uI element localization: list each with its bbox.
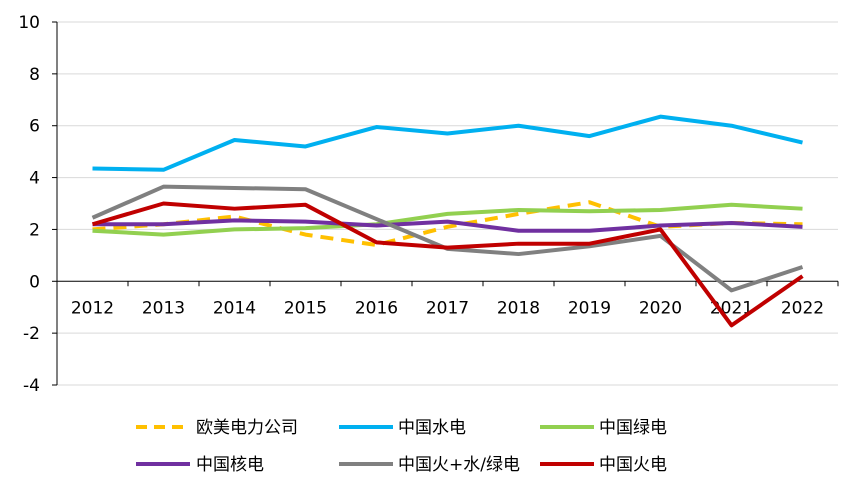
- series-line-3: [92, 202, 803, 237]
- x-tick-label: 2018: [497, 298, 540, 318]
- x-tick-label: 2019: [568, 298, 611, 318]
- legend-label-3: 中国绿电: [599, 418, 667, 438]
- legend-label-1: 欧美电力公司: [196, 418, 298, 438]
- x-tick-label: 2015: [284, 298, 327, 318]
- watermark-text: 雪球：清风入海: [668, 455, 787, 475]
- legend-label-6: 中国火电: [599, 455, 667, 475]
- x-tick-label: 2014: [213, 298, 256, 318]
- series-line-6: [91, 201, 804, 328]
- y-tick-labels: -4 -2 0 2 4 6 8 10: [18, 13, 40, 396]
- y-tick-label: 0: [29, 272, 40, 292]
- x-tick-labels: 2012 2013 2014 2015 2016 2017 2018 2019 2020 2021…: [71, 298, 824, 318]
- y-tick-label: 8: [29, 65, 40, 85]
- axes: [52, 21, 839, 386]
- gridlines: [57, 21, 838, 386]
- x-tick-label: 2017: [426, 298, 469, 318]
- x-tick-label: 2022: [781, 298, 824, 318]
- x-tick-label: 2012: [71, 298, 114, 318]
- watermark: 雪球：清风入海: [668, 455, 787, 475]
- x-tick-label: 2013: [142, 298, 185, 318]
- series-line-1: [92, 200, 803, 247]
- y-tick-label: 4: [29, 169, 40, 189]
- legend-label-4: 中国核电: [196, 455, 264, 475]
- y-tick-label: -2: [23, 324, 40, 344]
- series-lines: [91, 114, 804, 328]
- series-line-2: [92, 114, 803, 172]
- y-tick-label: -4: [23, 376, 40, 396]
- y-tick-label: 6: [29, 117, 40, 137]
- x-tick-label: 2016: [355, 298, 398, 318]
- y-tick-label: 10: [18, 13, 40, 33]
- x-tick-label: 2020: [639, 298, 682, 318]
- series-line-4: [92, 218, 803, 233]
- legend-label-2: 中国水电: [398, 418, 466, 438]
- y-tick-label: 2: [29, 220, 40, 240]
- legend-label-5: 中国火+水/绿电: [398, 455, 520, 475]
